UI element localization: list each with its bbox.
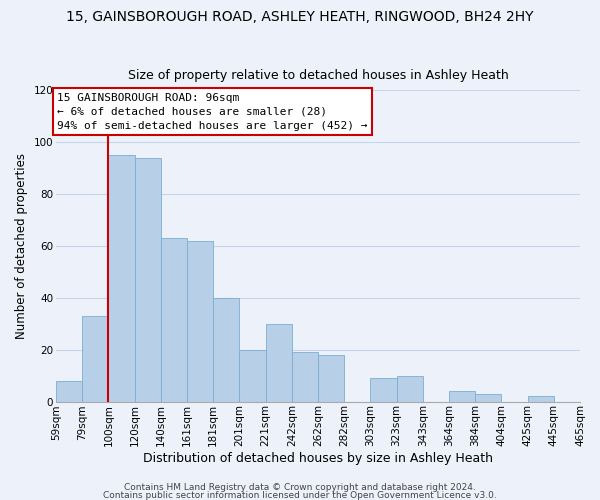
- Bar: [109, 155, 134, 402]
- Bar: [134, 158, 161, 402]
- Bar: [475, 394, 502, 402]
- Bar: [449, 391, 475, 402]
- Y-axis label: Number of detached properties: Number of detached properties: [15, 153, 28, 339]
- Text: Contains public sector information licensed under the Open Government Licence v3: Contains public sector information licen…: [103, 490, 497, 500]
- Text: 15 GAINSBOROUGH ROAD: 96sqm
← 6% of detached houses are smaller (28)
94% of semi: 15 GAINSBOROUGH ROAD: 96sqm ← 6% of deta…: [58, 92, 368, 130]
- Bar: [266, 324, 292, 402]
- Bar: [82, 316, 109, 402]
- Title: Size of property relative to detached houses in Ashley Heath: Size of property relative to detached ho…: [128, 69, 508, 82]
- Bar: [318, 355, 344, 402]
- Bar: [292, 352, 318, 402]
- Bar: [527, 396, 554, 402]
- Bar: [397, 376, 423, 402]
- Bar: [187, 240, 213, 402]
- Text: 15, GAINSBOROUGH ROAD, ASHLEY HEATH, RINGWOOD, BH24 2HY: 15, GAINSBOROUGH ROAD, ASHLEY HEATH, RIN…: [66, 10, 534, 24]
- Text: Contains HM Land Registry data © Crown copyright and database right 2024.: Contains HM Land Registry data © Crown c…: [124, 484, 476, 492]
- Bar: [213, 298, 239, 402]
- Bar: [161, 238, 187, 402]
- Bar: [370, 378, 397, 402]
- X-axis label: Distribution of detached houses by size in Ashley Heath: Distribution of detached houses by size …: [143, 452, 493, 465]
- Bar: [56, 381, 82, 402]
- Bar: [239, 350, 266, 402]
